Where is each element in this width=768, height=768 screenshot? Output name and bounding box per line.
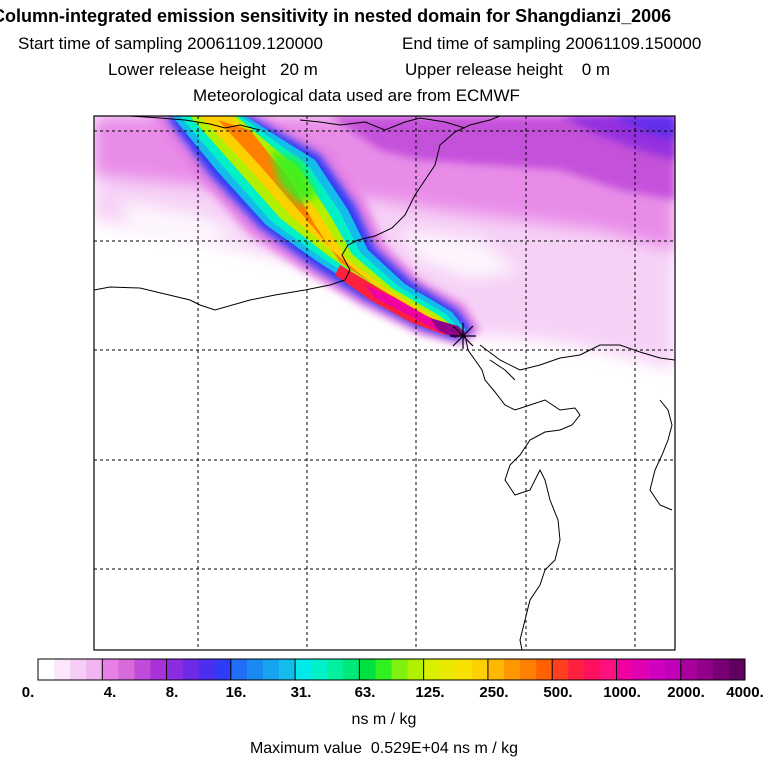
colorbar-units: ns m / kg: [351, 711, 417, 728]
colorbar-swatch: [648, 659, 665, 680]
colorbar-swatch: [327, 659, 344, 680]
plot-title: Column-integrated emission sensitivity i…: [0, 6, 672, 26]
colorbar-swatch: [536, 659, 553, 680]
maximum-value-line: Maximum value 0.529E+04 ns m / kg: [250, 740, 518, 758]
start-time: Start time of sampling 20061109.120000: [18, 34, 323, 54]
colorbar-swatch: [407, 659, 424, 680]
colorbar-swatch: [70, 659, 87, 680]
colorbar-swatch: [391, 659, 408, 680]
colorbar-swatch: [359, 659, 376, 680]
colorbar-swatch: [118, 659, 135, 680]
upper-release-value: 0 m: [581, 60, 611, 79]
colorbar-swatch: [295, 659, 312, 680]
lower-release-label: Lower release height: [108, 60, 266, 79]
colorbar-swatch: [632, 659, 649, 680]
colorbar-swatch: [712, 659, 730, 680]
star-icon: [450, 323, 476, 349]
colorbar-swatch: [246, 659, 264, 680]
colorbar-swatch: [166, 659, 183, 680]
colorbar: [37, 658, 746, 681]
colorbar-tick-label: 2000.: [667, 684, 705, 701]
upper-release-height: Upper release height 0 m: [405, 60, 610, 80]
colorbar-swatch: [54, 659, 71, 680]
lower-release-value: 20 m: [280, 60, 318, 79]
colorbar-swatch: [198, 659, 216, 680]
colorbar-swatch: [311, 659, 328, 680]
colorbar-swatch: [439, 659, 457, 680]
colorbar-swatch: [423, 659, 441, 680]
maximum-value: 0.529E+04 ns m / kg: [370, 740, 519, 757]
maximum-value-label: Maximum value: [249, 740, 362, 757]
start-time-value: 20061109.120000: [187, 34, 323, 53]
emission-plume: [150, 116, 480, 345]
colorbar-tick-label: 0.: [21, 684, 35, 701]
colorbar-tick-label: 250.: [479, 684, 509, 701]
colorbar-swatch: [279, 659, 296, 680]
colorbar-swatch: [728, 659, 746, 680]
upper-release-label: Upper release height: [405, 60, 563, 79]
colorbar-swatch: [455, 659, 473, 680]
colorbar-swatch: [230, 659, 248, 680]
colorbar-swatch: [680, 659, 698, 680]
colorbar-tick-label: 31.: [290, 684, 312, 701]
colorbar-swatch: [471, 659, 489, 680]
colorbar-swatch: [214, 659, 232, 680]
colorbar-tick-label: 125.: [415, 684, 445, 701]
colorbar-swatch: [487, 659, 505, 680]
end-time: End time of sampling 20061109.150000: [402, 34, 701, 54]
colorbar-swatch: [584, 659, 601, 680]
map-frame: [93, 115, 676, 651]
colorbar-tick-label: 4.: [103, 684, 117, 701]
colorbar-swatch: [552, 659, 569, 680]
colorbar-swatch: [503, 659, 521, 680]
colorbar-swatch: [150, 659, 167, 680]
colorbar-tick-label: 8.: [165, 684, 179, 701]
lat-lon-grid: [94, 116, 675, 650]
colorbar-swatch: [86, 659, 103, 680]
colorbar-swatch: [262, 659, 280, 680]
colorbar-swatch: [38, 659, 55, 680]
colorbar-swatch: [102, 659, 119, 680]
lower-release-height: Lower release height 20 m: [108, 60, 318, 80]
colorbar-swatch: [343, 659, 360, 680]
colorbar-swatch: [664, 659, 682, 680]
colorbar-tick-label: 500.: [543, 684, 573, 701]
end-time-value: 20061109.150000: [565, 34, 702, 53]
coastlines: [94, 116, 675, 650]
colorbar-tick-label: 4000.: [726, 684, 764, 701]
colorbar-tick-label: 16.: [225, 684, 247, 701]
colorbar-frame: [37, 658, 746, 681]
colorbar-tick-label: 63.: [354, 684, 376, 701]
end-time-label: End time of sampling: [402, 34, 561, 53]
colorbar-swatch: [568, 659, 585, 680]
map-panel: [94, 116, 675, 650]
colorbar-swatch: [375, 659, 392, 680]
colorbar-swatch: [134, 659, 151, 680]
colorbar-swatch: [600, 659, 617, 680]
colorbar-swatch: [696, 659, 714, 680]
colorbar-tick-label: 1000.: [603, 684, 641, 701]
colorbar-swatch: [616, 659, 633, 680]
met-data-note: Meteorological data used are from ECMWF: [193, 86, 520, 105]
colorbar-swatch: [520, 659, 537, 680]
colorbar-swatch: [182, 659, 199, 680]
start-time-label: Start time of sampling: [18, 34, 183, 53]
